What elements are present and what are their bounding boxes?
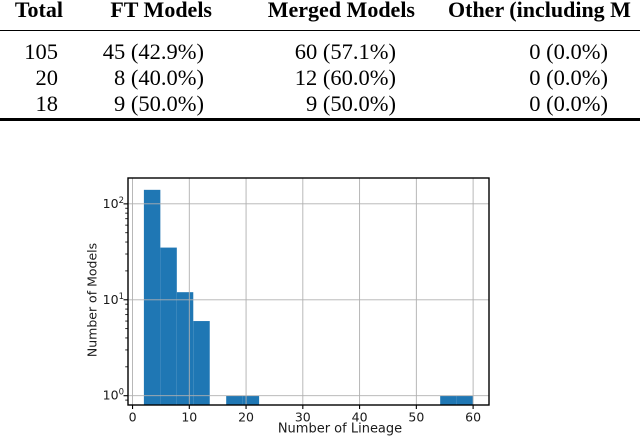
table-midrule xyxy=(0,29,640,31)
table-bottomrule xyxy=(0,118,640,122)
y-axis-label: Number of Models xyxy=(85,243,100,357)
axes-spines xyxy=(127,177,490,406)
histogram-bar xyxy=(193,321,210,405)
col-header-other: Other (including M xyxy=(448,0,631,22)
histogram-bar xyxy=(242,395,260,405)
results-table: Total FT Models Merged Models Other (inc… xyxy=(0,0,640,135)
table-cell: 18 xyxy=(35,90,59,116)
y-tick-label: 101 xyxy=(103,292,124,307)
table-cell: 9 (50.0%) xyxy=(114,90,204,116)
col-header-merged-models: Merged Models xyxy=(267,0,415,22)
x-tick-label: 20 xyxy=(238,410,254,425)
x-axis-label: Number of Lineage xyxy=(278,422,402,436)
x-tick-label: 60 xyxy=(465,410,481,425)
table-cell: 20 xyxy=(35,64,59,90)
histogram-bar xyxy=(176,292,194,405)
y-tick-label: 102 xyxy=(103,196,124,211)
x-tick-label: 40 xyxy=(352,410,368,425)
x-tick-label: 50 xyxy=(408,410,424,425)
x-tick-label: 10 xyxy=(181,410,197,425)
histogram-bar xyxy=(440,395,457,405)
table-cell: 105 xyxy=(24,38,58,64)
y-tick-label: 100 xyxy=(103,388,124,403)
table-cell: 9 (50.0%) xyxy=(306,90,396,116)
table-cell: 0 (0.0%) xyxy=(529,90,608,116)
table-cell: 0 (0.0%) xyxy=(529,38,608,64)
table-cell: 45 (42.9%) xyxy=(102,38,204,64)
table-cell: 60 (57.1%) xyxy=(294,38,396,64)
x-tick-label: 0 xyxy=(129,410,137,425)
table-cell: 12 (60.0%) xyxy=(294,64,396,90)
table-cell: 8 (40.0%) xyxy=(114,64,204,90)
x-tick-label: 30 xyxy=(295,410,311,425)
histogram-bar xyxy=(160,247,177,405)
histogram-bar xyxy=(226,395,243,405)
histogram-bar xyxy=(143,189,161,405)
table-cell: 0 (0.0%) xyxy=(529,64,608,90)
histogram-bar xyxy=(456,395,474,405)
col-header-total: Total xyxy=(14,0,63,22)
col-header-ft-models: FT Models xyxy=(110,0,212,22)
